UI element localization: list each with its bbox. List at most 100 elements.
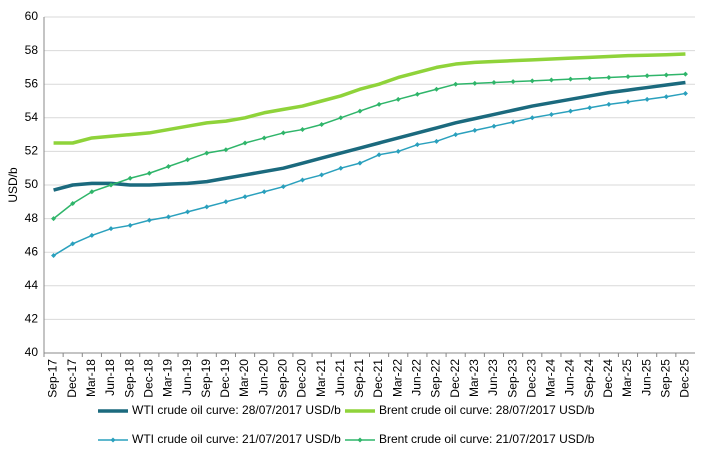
x-tick-label: Sep-17: [46, 359, 60, 398]
series-marker: [223, 199, 229, 205]
series-marker: [472, 80, 478, 86]
series-marker: [357, 108, 363, 114]
series-marker: [242, 140, 248, 146]
x-tick-label: Sep-25: [658, 359, 672, 398]
series-marker: [280, 184, 286, 190]
series-marker: [261, 189, 267, 195]
x-tick-label: Sep-19: [199, 359, 213, 398]
series-marker: [89, 232, 95, 238]
y-tick-label: 54: [25, 110, 39, 124]
series-marker: [414, 91, 420, 97]
x-tick-label: Mar-20: [237, 359, 251, 397]
series-marker: [185, 157, 191, 163]
series-marker: [644, 96, 650, 102]
x-tick-label: Jun-20: [256, 359, 270, 396]
y-tick-label: 40: [25, 345, 39, 359]
series-marker: [529, 78, 535, 84]
series-line: [53, 73, 686, 220]
x-tick-label: Dec-17: [65, 359, 79, 398]
y-tick-label: 52: [25, 144, 39, 158]
series-marker: [223, 147, 229, 153]
series-marker: [548, 111, 554, 117]
y-tick-label: 48: [25, 211, 39, 225]
series-marker: [319, 122, 325, 128]
series-marker: [606, 74, 612, 80]
legend-label: WTI crude oil curve: 28/07/2017 USD/b: [132, 403, 341, 417]
x-tick-label: Mar-23: [467, 359, 481, 397]
series-marker: [108, 226, 114, 232]
legend-marker: [110, 437, 116, 443]
series-marker: [108, 182, 114, 188]
series-marker: [434, 138, 440, 144]
series-marker: [568, 108, 574, 114]
series-marker: [587, 75, 593, 81]
series-marker: [529, 115, 535, 121]
x-tick-label: Sep-21: [352, 359, 366, 398]
x-tick-label: Dec-23: [524, 359, 538, 398]
series-marker: [682, 90, 688, 96]
series-marker: [319, 172, 325, 178]
series-marker: [548, 77, 554, 83]
series-marker: [395, 148, 401, 154]
y-tick-label: 44: [25, 278, 39, 292]
series-marker: [434, 86, 440, 92]
x-tick-label: Mar-22: [390, 359, 404, 397]
x-tick-label: Sep-23: [505, 359, 519, 398]
series-marker: [625, 99, 631, 105]
y-tick-label: 50: [25, 177, 39, 191]
series-marker: [51, 253, 57, 259]
series-marker: [663, 94, 669, 100]
x-tick-label: Mar-24: [544, 359, 558, 397]
legend-marker: [357, 437, 363, 443]
series-marker: [299, 177, 305, 183]
x-tick-label: Jun-25: [639, 359, 653, 396]
x-tick-label: Dec-24: [601, 359, 615, 398]
series-marker: [395, 96, 401, 102]
series-line: [53, 92, 686, 257]
x-tick-label: Dec-21: [371, 359, 385, 398]
y-tick-label: 42: [25, 312, 39, 326]
x-tick-label: Jun-23: [486, 359, 500, 396]
y-axis-label: USD/b: [6, 167, 20, 203]
series-line: [53, 80, 686, 192]
x-tick-label: Jun-21: [333, 359, 347, 396]
legend-label: WTI crude oil curve: 21/07/2017 USD/b: [132, 432, 341, 446]
series-marker: [625, 74, 631, 80]
x-tick-label: Sep-20: [276, 359, 290, 398]
series-marker: [338, 115, 344, 121]
series-marker: [682, 71, 688, 77]
x-tick-label: Sep-22: [429, 359, 443, 398]
series-marker: [165, 214, 171, 220]
series-marker: [204, 204, 210, 210]
series-marker: [587, 105, 593, 111]
series-marker: [89, 189, 95, 195]
series-marker: [491, 80, 497, 86]
series-marker: [357, 160, 363, 166]
y-tick-label: 58: [25, 43, 39, 57]
y-tick-label: 56: [25, 76, 39, 90]
series-line: [53, 52, 686, 145]
series-marker: [510, 119, 516, 125]
x-tick-label: Jun-18: [103, 359, 117, 396]
series-marker: [606, 101, 612, 107]
series-marker: [376, 152, 382, 158]
x-tick-label: Mar-21: [314, 359, 328, 397]
x-tick-label: Mar-25: [620, 359, 634, 397]
series-marker: [644, 73, 650, 79]
x-tick-label: Mar-19: [161, 359, 175, 397]
x-tick-label: Sep-24: [582, 359, 596, 398]
x-tick-label: Dec-20: [295, 359, 309, 398]
series-marker: [663, 72, 669, 78]
x-tick-label: Dec-25: [678, 359, 692, 398]
series-marker: [568, 76, 574, 82]
x-tick-label: Mar-18: [84, 359, 98, 397]
x-tick-label: Jun-24: [563, 359, 577, 396]
series-marker: [472, 127, 478, 133]
x-tick-label: Dec-18: [141, 359, 155, 398]
series-marker: [127, 175, 133, 181]
series-marker: [165, 164, 171, 170]
x-tick-label: Jun-22: [410, 359, 424, 396]
y-tick-label: 46: [25, 244, 39, 258]
legend-label: Brent crude oil curve: 21/07/2017 USD/b: [379, 432, 595, 446]
